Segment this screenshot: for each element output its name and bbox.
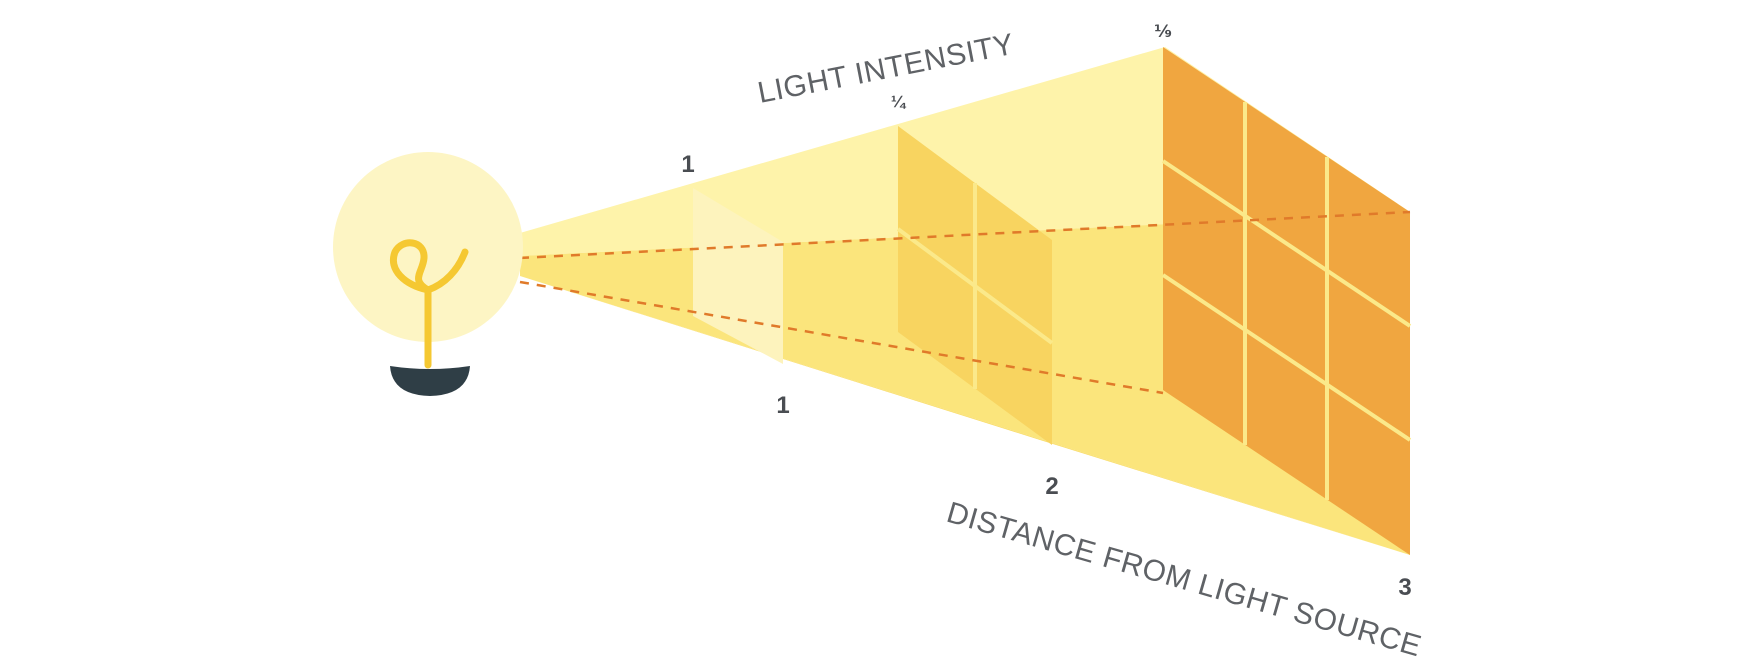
distance-mark-1: 1 — [776, 392, 789, 419]
guide-lines — [519, 210, 1411, 395]
lower-dashed-line — [519, 280, 1164, 395]
panel-3-grid-h1 — [1161, 159, 1412, 328]
panel-3-grid-h2 — [1161, 273, 1412, 442]
filament-icon — [390, 239, 469, 369]
panel-2-grid-h — [896, 227, 1054, 345]
upper-dashed-line — [519, 210, 1411, 260]
intensity-mark-1: 1 — [681, 151, 694, 178]
panel-3-face — [1163, 47, 1410, 555]
panel-distance-1 — [693, 188, 783, 364]
intensity-mark-3: ⅑ — [1154, 22, 1172, 41]
bulb-base — [390, 366, 470, 396]
light-bulb-icon — [333, 152, 523, 396]
bulb-glow — [333, 152, 523, 342]
intensity-mark-2: ¼ — [891, 92, 907, 111]
beam-lower-shade — [520, 276, 1410, 555]
distance-mark-3: 3 — [1398, 574, 1411, 601]
panel-distance-2 — [896, 126, 1054, 445]
distance-mark-2: 2 — [1045, 473, 1058, 500]
panel-distance-3 — [1161, 47, 1412, 555]
light-intensity-label: LIGHT INTENSITY — [755, 28, 1017, 110]
